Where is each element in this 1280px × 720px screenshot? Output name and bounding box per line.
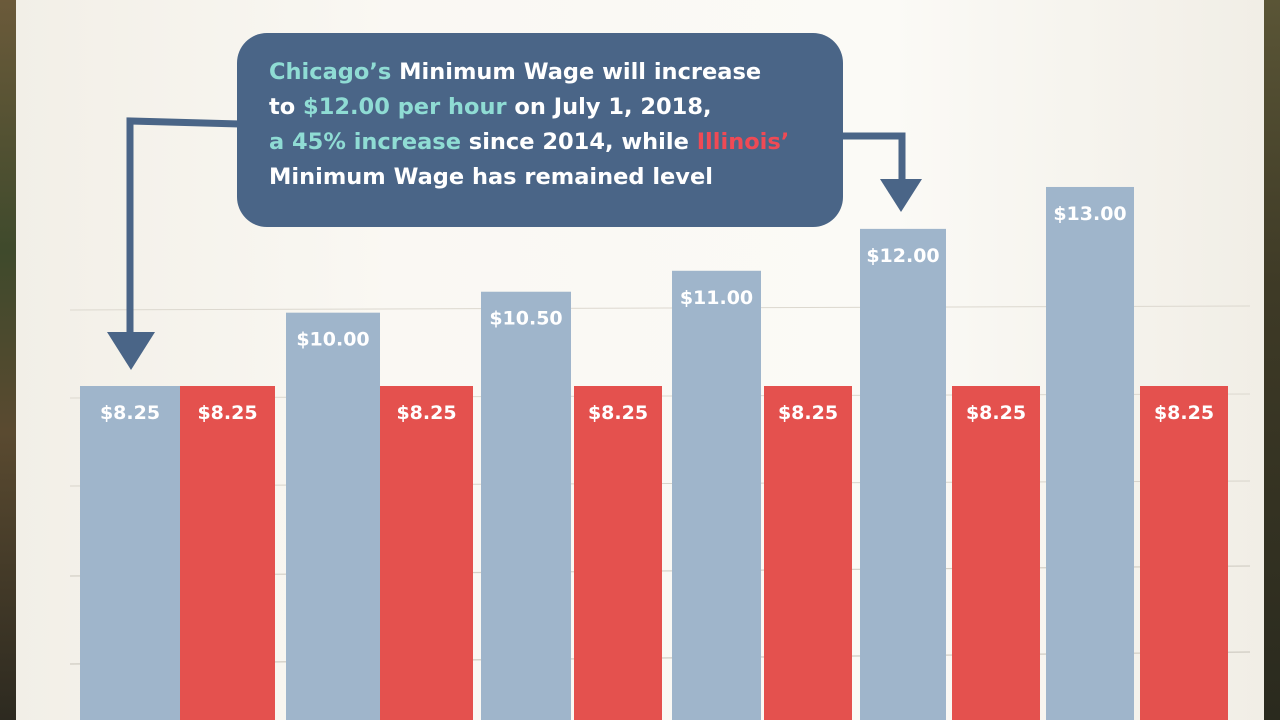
callout-line-2-pre: to [269,94,304,120]
left-arrow-head [107,332,155,370]
callout-line-1-text: Minimum Wage will increase [391,59,762,85]
callout-box: Chicago’s Minimum Wage will increase to … [237,33,843,227]
callout-percent: a 45% increase [269,129,461,155]
illinois-bar [180,386,275,720]
callout-line-4: Minimum Wage has remained level [269,164,713,190]
callout-chicago: Chicago’s [269,59,392,85]
chicago-bar-label: $10.00 [296,329,369,351]
illinois-bar [764,386,852,720]
illinois-bar [574,386,662,720]
chicago-bar [80,386,180,720]
chicago-bar [286,312,380,720]
bars-layer: $8.25 $8.25 $10.00 $8.25 $10.50 $8.25 $11.00 $8… [80,186,1228,720]
illinois-bar-label: $8.25 [778,402,838,424]
background-left [0,0,20,720]
chicago-bar [481,291,571,720]
chicago-bar [860,228,946,720]
chicago-bar [1046,186,1134,720]
illinois-bar-label: $8.25 [396,402,456,424]
callout-line-1: Chicago’s Minimum Wage will increase [269,55,823,90]
chicago-bar-label: $12.00 [866,245,939,267]
callout-amount: $12.00 per hour [303,94,507,120]
chicago-bar-label: $11.00 [680,287,753,309]
left-arrow-connector [126,117,241,335]
callout-line-3-text: since 2014, while [460,129,697,155]
illinois-bar-label: $8.25 [1154,402,1214,424]
right-arrow-connector [840,132,906,182]
illinois-bar [952,386,1040,720]
chicago-bar [672,270,761,720]
illinois-bar-label: $8.25 [588,402,648,424]
callout-line-3: a 45% increase since 2014, while Illinoi… [269,125,823,160]
illinois-bar [380,386,473,720]
chicago-bar-label: $8.25 [100,402,160,424]
illinois-bar-label: $8.25 [966,402,1026,424]
right-arrow-head [880,179,922,212]
illinois-bar-label: $8.25 [197,402,257,424]
callout-line-2-text: on July 1, 2018, [506,94,712,120]
chicago-bar-label: $10.50 [489,308,562,330]
chicago-bar-label: $13.00 [1053,203,1126,225]
callout-illinois: Illinois’ [696,129,790,155]
callout-line-2: to $12.00 per hour on July 1, 2018, [269,90,823,125]
arrows-layer [107,117,922,370]
illinois-bar [1140,386,1228,720]
